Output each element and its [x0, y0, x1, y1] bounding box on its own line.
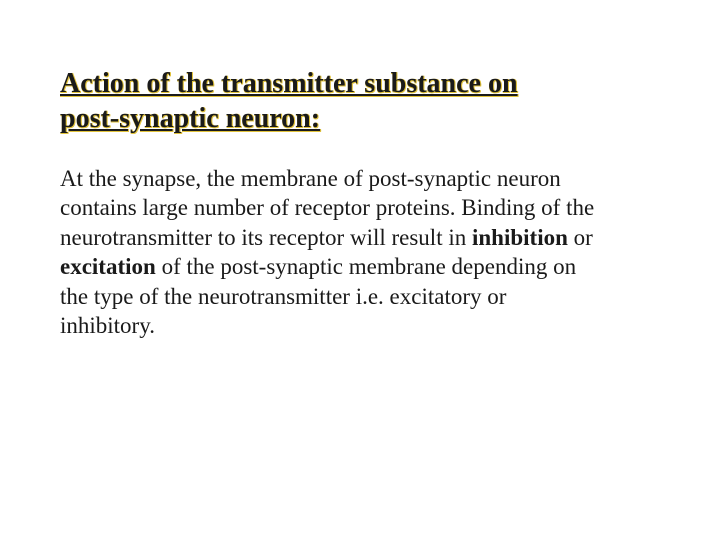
body-bold-excitation: excitation	[60, 254, 156, 279]
slide-body: At the synapse, the membrane of post-syn…	[60, 164, 600, 341]
body-text-2: or	[568, 225, 593, 250]
body-bold-inhibition: inhibition	[472, 225, 568, 250]
slide-title: Action of the transmitter substance on p…	[60, 66, 660, 136]
title-line-2: post-synaptic neuron:	[60, 103, 320, 134]
slide: Action of the transmitter substance on p…	[0, 0, 720, 540]
title-line-1: Action of the transmitter substance on	[60, 68, 518, 99]
